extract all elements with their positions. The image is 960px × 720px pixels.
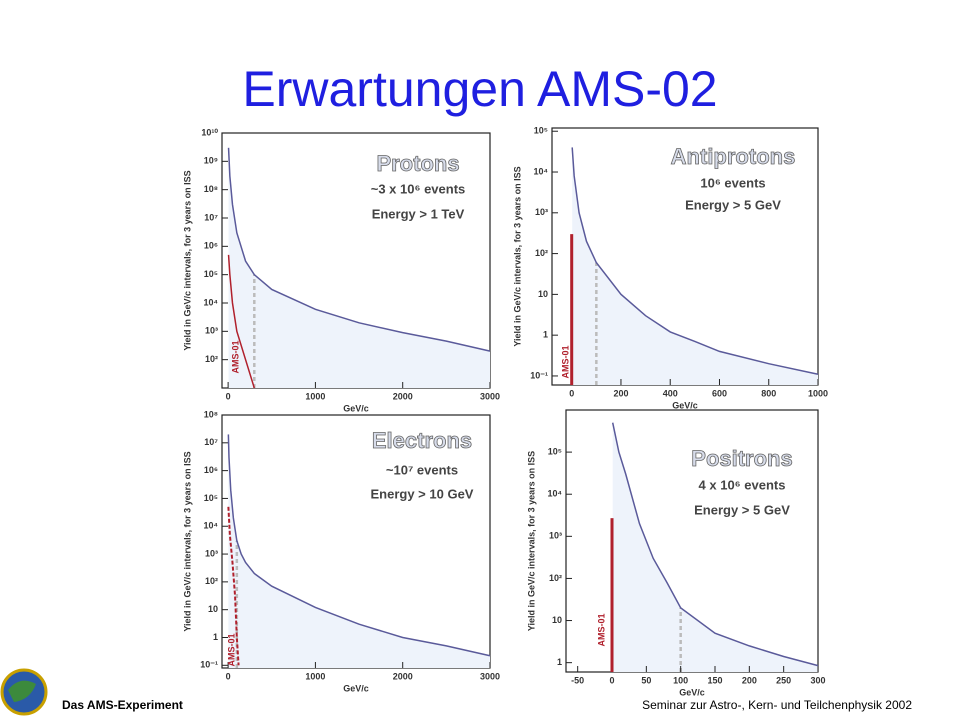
x-tick-label: 3000 bbox=[480, 671, 500, 681]
annotation: 10⁶ events bbox=[700, 175, 765, 190]
bar bbox=[610, 518, 614, 672]
y-tick-label: 10 bbox=[208, 604, 218, 614]
y-tick-label: 10⁸ bbox=[204, 409, 218, 419]
y-axis-label: Yield in GeV/c intervals, for 3 years on… bbox=[182, 451, 192, 631]
y-tick-label: 1 bbox=[557, 657, 562, 667]
series-label: AMS-01 bbox=[226, 633, 236, 666]
bar bbox=[570, 234, 574, 385]
y-tick-label: 1 bbox=[213, 632, 218, 642]
y-tick-label: 10² bbox=[549, 573, 562, 583]
y-tick-label: 10⁴ bbox=[548, 489, 562, 499]
slide-title: Erwartungen AMS-02 bbox=[242, 61, 717, 117]
footer-right: Seminar zur Astro-, Kern- und Teilchenph… bbox=[642, 698, 912, 712]
x-tick-label: 200 bbox=[613, 388, 628, 398]
x-tick-label: 2000 bbox=[393, 671, 413, 681]
x-axis-label: GeV/c bbox=[679, 687, 705, 697]
panel-title: Electrons bbox=[372, 428, 472, 453]
x-tick-label: 0 bbox=[226, 671, 231, 681]
x-tick-label: 1000 bbox=[305, 671, 325, 681]
y-tick-label: 10⁵ bbox=[204, 493, 218, 503]
y-tick-label: 10² bbox=[205, 576, 218, 586]
area bbox=[612, 422, 818, 672]
line bbox=[227, 147, 491, 352]
x-tick-label: 50 bbox=[641, 675, 651, 685]
series-label: AMS-01 bbox=[230, 340, 240, 373]
x-tick-label: 200 bbox=[742, 675, 757, 685]
x-tick-label: 0 bbox=[609, 675, 614, 685]
x-tick-label: 0 bbox=[569, 388, 574, 398]
annotation: Energy > 5 GeV bbox=[685, 197, 781, 212]
x-tick-label: 0 bbox=[226, 391, 231, 401]
x-tick-label: 100 bbox=[673, 675, 688, 685]
panel-title: Antiprotons bbox=[671, 144, 796, 169]
y-tick-label: 10⁴ bbox=[534, 166, 548, 176]
x-tick-label: 150 bbox=[707, 675, 722, 685]
x-tick-label: 1000 bbox=[305, 391, 325, 401]
y-tick-label: 10⁷ bbox=[204, 212, 218, 222]
series-label: AMS-01 bbox=[560, 345, 570, 378]
area bbox=[228, 147, 490, 388]
annotation: Energy > 5 GeV bbox=[694, 502, 790, 517]
x-tick-label: 800 bbox=[761, 388, 776, 398]
y-tick-label: 10 bbox=[538, 289, 548, 299]
y-tick-label: 10⁷ bbox=[204, 437, 218, 447]
line bbox=[227, 254, 256, 389]
x-axis-label: GeV/c bbox=[672, 400, 698, 410]
y-tick-label: 10³ bbox=[535, 207, 548, 217]
y-axis-label: Yield in GeV/c intervals, for 3 years on… bbox=[182, 170, 192, 350]
x-axis-label: GeV/c bbox=[343, 683, 369, 693]
annotation: Energy > 10 GeV bbox=[371, 486, 474, 501]
line bbox=[227, 506, 240, 666]
annotation: ~10⁷ events bbox=[386, 462, 458, 477]
y-tick-label: 10³ bbox=[205, 548, 218, 558]
y-tick-label: 1 bbox=[543, 330, 548, 340]
footer-left: Das AMS-Experiment bbox=[62, 698, 183, 712]
y-axis-label: Yield in GeV/c intervals, for 3 years on… bbox=[512, 166, 522, 346]
annotation: 4 x 10⁶ events bbox=[699, 477, 786, 492]
panel-title: Positrons bbox=[691, 446, 792, 471]
y-tick-label: 10³ bbox=[549, 531, 562, 541]
x-tick-label: 600 bbox=[712, 388, 727, 398]
y-tick-label: 10⁶ bbox=[204, 465, 218, 475]
x-tick-label: -50 bbox=[571, 675, 584, 685]
y-tick-label: 10⁻¹ bbox=[530, 370, 548, 380]
x-tick-label: 3000 bbox=[480, 391, 500, 401]
x-tick-label: 2000 bbox=[393, 391, 413, 401]
y-tick-label: 10⁹ bbox=[204, 156, 218, 166]
y-tick-label: 10⁵ bbox=[534, 126, 548, 136]
y-tick-label: 10⁵ bbox=[204, 269, 218, 279]
y-tick-label: 10¹⁰ bbox=[201, 127, 218, 137]
y-tick-label: 10⁶ bbox=[204, 241, 218, 251]
x-tick-label: 300 bbox=[810, 675, 825, 685]
series-label: AMS-01 bbox=[596, 613, 606, 646]
y-tick-label: 10 bbox=[552, 615, 562, 625]
y-tick-label: 10⁵ bbox=[548, 446, 562, 456]
area bbox=[228, 434, 491, 668]
annotation: ~3 x 10⁶ events bbox=[371, 181, 466, 196]
panel-title: Protons bbox=[376, 151, 459, 176]
x-tick-label: 250 bbox=[776, 675, 791, 685]
line bbox=[571, 147, 819, 375]
annotation: Energy > 1 TeV bbox=[372, 206, 465, 221]
y-tick-label: 10⁴ bbox=[204, 297, 218, 307]
y-tick-label: 10⁸ bbox=[204, 184, 218, 194]
logo bbox=[0, 668, 48, 716]
area bbox=[572, 147, 818, 385]
y-tick-label: 10³ bbox=[205, 326, 218, 336]
y-axis-label: Yield in GeV/c intervals, for 3 years on… bbox=[526, 451, 536, 631]
x-tick-label: 400 bbox=[663, 388, 678, 398]
x-axis-label: GeV/c bbox=[343, 403, 369, 413]
y-tick-label: 10⁴ bbox=[204, 521, 218, 531]
x-tick-label: 1000 bbox=[808, 388, 828, 398]
line bbox=[611, 422, 819, 667]
line bbox=[227, 434, 491, 657]
y-tick-label: 10⁻¹ bbox=[200, 660, 218, 670]
y-tick-label: 10² bbox=[535, 248, 548, 258]
y-tick-label: 10² bbox=[205, 354, 218, 364]
